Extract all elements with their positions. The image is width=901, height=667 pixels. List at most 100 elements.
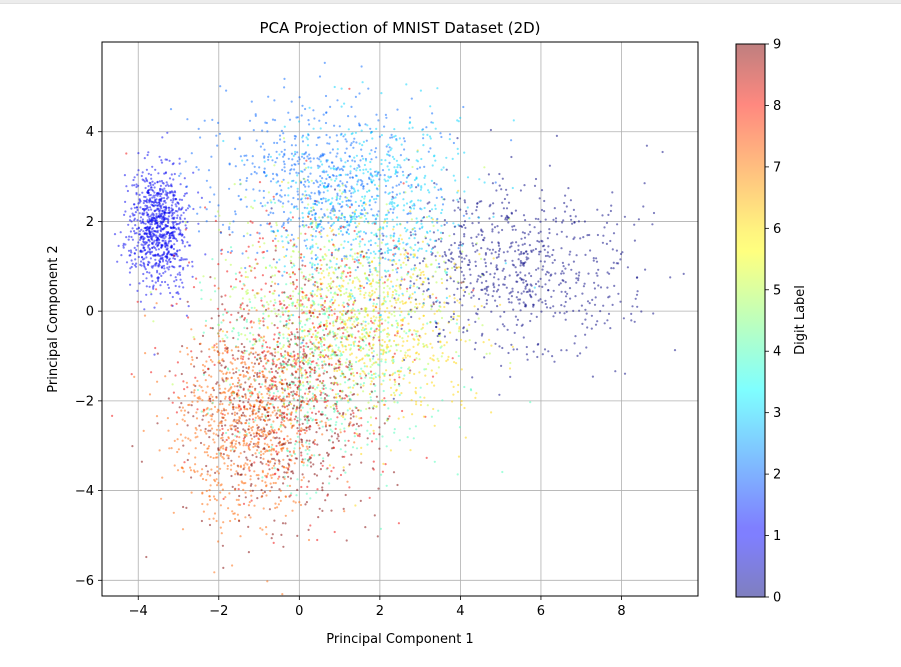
scatter-point-digit-1: [166, 260, 169, 263]
scatter-point-digit-5: [326, 208, 329, 211]
scatter-point-digit-2: [304, 197, 307, 200]
scatter-point-digit-8: [370, 320, 373, 323]
scatter-point-digit-3: [380, 158, 383, 162]
scatter-point-digit-2: [297, 162, 300, 165]
scatter-point-digit-6: [422, 415, 426, 418]
scatter-point-digit-4: [225, 431, 228, 435]
scatter-point-digit-0: [520, 237, 523, 240]
scatter-point-digit-6: [298, 328, 302, 331]
scatter-point-digit-5: [369, 416, 372, 419]
scatter-point-digit-8: [242, 502, 246, 505]
scatter-point-digit-3: [355, 154, 358, 157]
scatter-point-digit-7: [237, 455, 241, 458]
scatter-point-digit-2: [228, 187, 231, 190]
scatter-point-digit-0: [539, 230, 542, 233]
scatter-point-digit-3: [310, 206, 313, 209]
scatter-point-digit-6: [456, 299, 459, 302]
scatter-point-digit-7: [218, 429, 221, 432]
scatter-point-digit-0: [382, 234, 385, 237]
scatter-point-digit-1: [136, 244, 139, 247]
scatter-point-digit-3: [378, 262, 381, 265]
scatter-point-digit-7: [276, 506, 279, 509]
scatter-point-digit-1: [129, 283, 132, 286]
scatter-point-digit-7: [320, 420, 323, 423]
scatter-point-digit-0: [554, 220, 558, 223]
scatter-point-digit-7: [256, 441, 259, 444]
scatter-point-digit-7: [244, 462, 247, 465]
scatter-point-digit-1: [165, 211, 168, 214]
scatter-point-digit-8: [309, 217, 312, 221]
scatter-point-digit-6: [372, 308, 376, 311]
scatter-point-digit-6: [429, 357, 432, 360]
scatter-point-digit-0: [552, 248, 555, 252]
scatter-point-digit-3: [385, 225, 388, 228]
scatter-point-digit-9: [281, 411, 284, 414]
scatter-point-digit-9: [299, 346, 302, 349]
scatter-point-digit-3: [431, 221, 434, 224]
scatter-point-digit-0: [497, 253, 500, 256]
scatter-point-digit-8: [396, 267, 399, 270]
scatter-point-digit-9: [212, 389, 215, 392]
scatter-point-digit-0: [450, 251, 453, 254]
scatter-point-digit-6: [415, 403, 418, 406]
scatter-point-digit-7: [202, 510, 205, 513]
scatter-point-digit-3: [359, 169, 362, 172]
scatter-point-digit-1: [183, 236, 186, 239]
scatter-point-digit-3: [350, 132, 353, 136]
scatter-point-digit-2: [313, 117, 316, 120]
scatter-point-digit-9: [225, 446, 228, 449]
scatter-point-digit-4: [324, 414, 327, 417]
scatter-point-digit-0: [623, 372, 627, 375]
scatter-point-digit-7: [229, 468, 233, 471]
scatter-point-digit-1: [156, 229, 159, 232]
scatter-point-digit-7: [264, 385, 267, 388]
scatter-point-digit-3: [353, 190, 357, 193]
scatter-point-digit-0: [568, 253, 571, 256]
scatter-point-digit-0: [637, 218, 641, 221]
scatter-point-digit-6: [408, 348, 411, 351]
scatter-point-digit-5: [386, 279, 389, 282]
scatter-point-digit-2: [277, 199, 280, 202]
scatter-point-digit-5: [322, 269, 325, 272]
scatter-point-digit-7: [231, 446, 234, 449]
scatter-point-digit-8: [372, 460, 375, 463]
scatter-point-digit-6: [368, 291, 371, 294]
scatter-point-digit-2: [282, 210, 286, 214]
scatter-point-digit-9: [308, 390, 311, 393]
scatter-point-digit-3: [451, 157, 454, 160]
scatter-point-digit-1: [132, 178, 135, 182]
scatter-point-digit-9: [280, 416, 284, 419]
scatter-point-digit-8: [380, 322, 384, 325]
scatter-point-digit-2: [340, 167, 343, 170]
scatter-point-digit-8: [435, 296, 438, 299]
scatter-point-digit-4: [360, 367, 363, 370]
scatter-point-digit-7: [270, 476, 273, 479]
scatter-point-digit-4: [301, 406, 304, 409]
scatter-point-digit-0: [498, 184, 501, 187]
scatter-point-digit-1: [149, 215, 152, 218]
scatter-point-digit-6: [376, 274, 379, 277]
scatter-point-digit-2: [437, 262, 440, 265]
scatter-point-digit-9: [312, 405, 316, 408]
scatter-point-digit-0: [561, 270, 564, 273]
scatter-point-digit-5: [337, 348, 340, 351]
scatter-point-digit-0: [400, 327, 403, 330]
scatter-point-digit-5: [371, 347, 374, 350]
scatter-point-digit-8: [251, 289, 254, 292]
scatter-point-digit-6: [391, 290, 395, 293]
scatter-point-digit-0: [508, 292, 511, 295]
scatter-point-digit-3: [354, 237, 357, 240]
scatter-point-digit-0: [526, 252, 529, 256]
scatter-point-digit-4: [312, 418, 315, 421]
scatter-point-digit-5: [353, 252, 357, 255]
scatter-point-digit-7: [186, 353, 189, 356]
scatter-point-digit-1: [162, 227, 166, 230]
scatter-point-digit-6: [325, 404, 329, 407]
scatter-point-digit-0: [422, 290, 425, 293]
scatter-point-digit-7: [266, 376, 269, 379]
scatter-point-digit-1: [170, 173, 173, 176]
scatter-point-digit-3: [380, 134, 383, 137]
scatter-point-digit-7: [278, 462, 281, 465]
scatter-point-digit-7: [176, 450, 179, 454]
scatter-point-digit-9: [324, 393, 327, 396]
